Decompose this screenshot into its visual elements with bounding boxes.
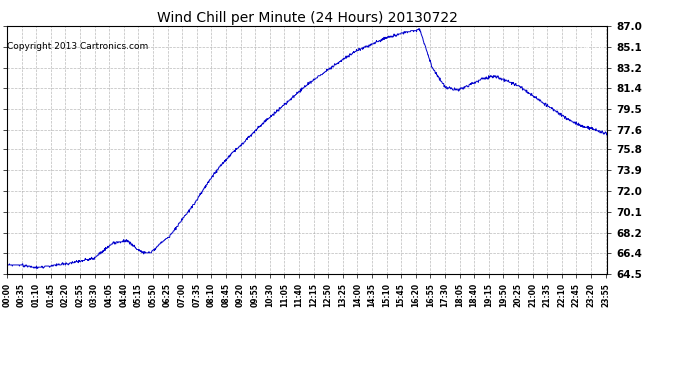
Title: Wind Chill per Minute (24 Hours) 20130722: Wind Chill per Minute (24 Hours) 2013072… bbox=[157, 11, 457, 25]
Text: Temperature  (°F): Temperature (°F) bbox=[506, 38, 604, 48]
Text: Copyright 2013 Cartronics.com: Copyright 2013 Cartronics.com bbox=[7, 42, 148, 51]
